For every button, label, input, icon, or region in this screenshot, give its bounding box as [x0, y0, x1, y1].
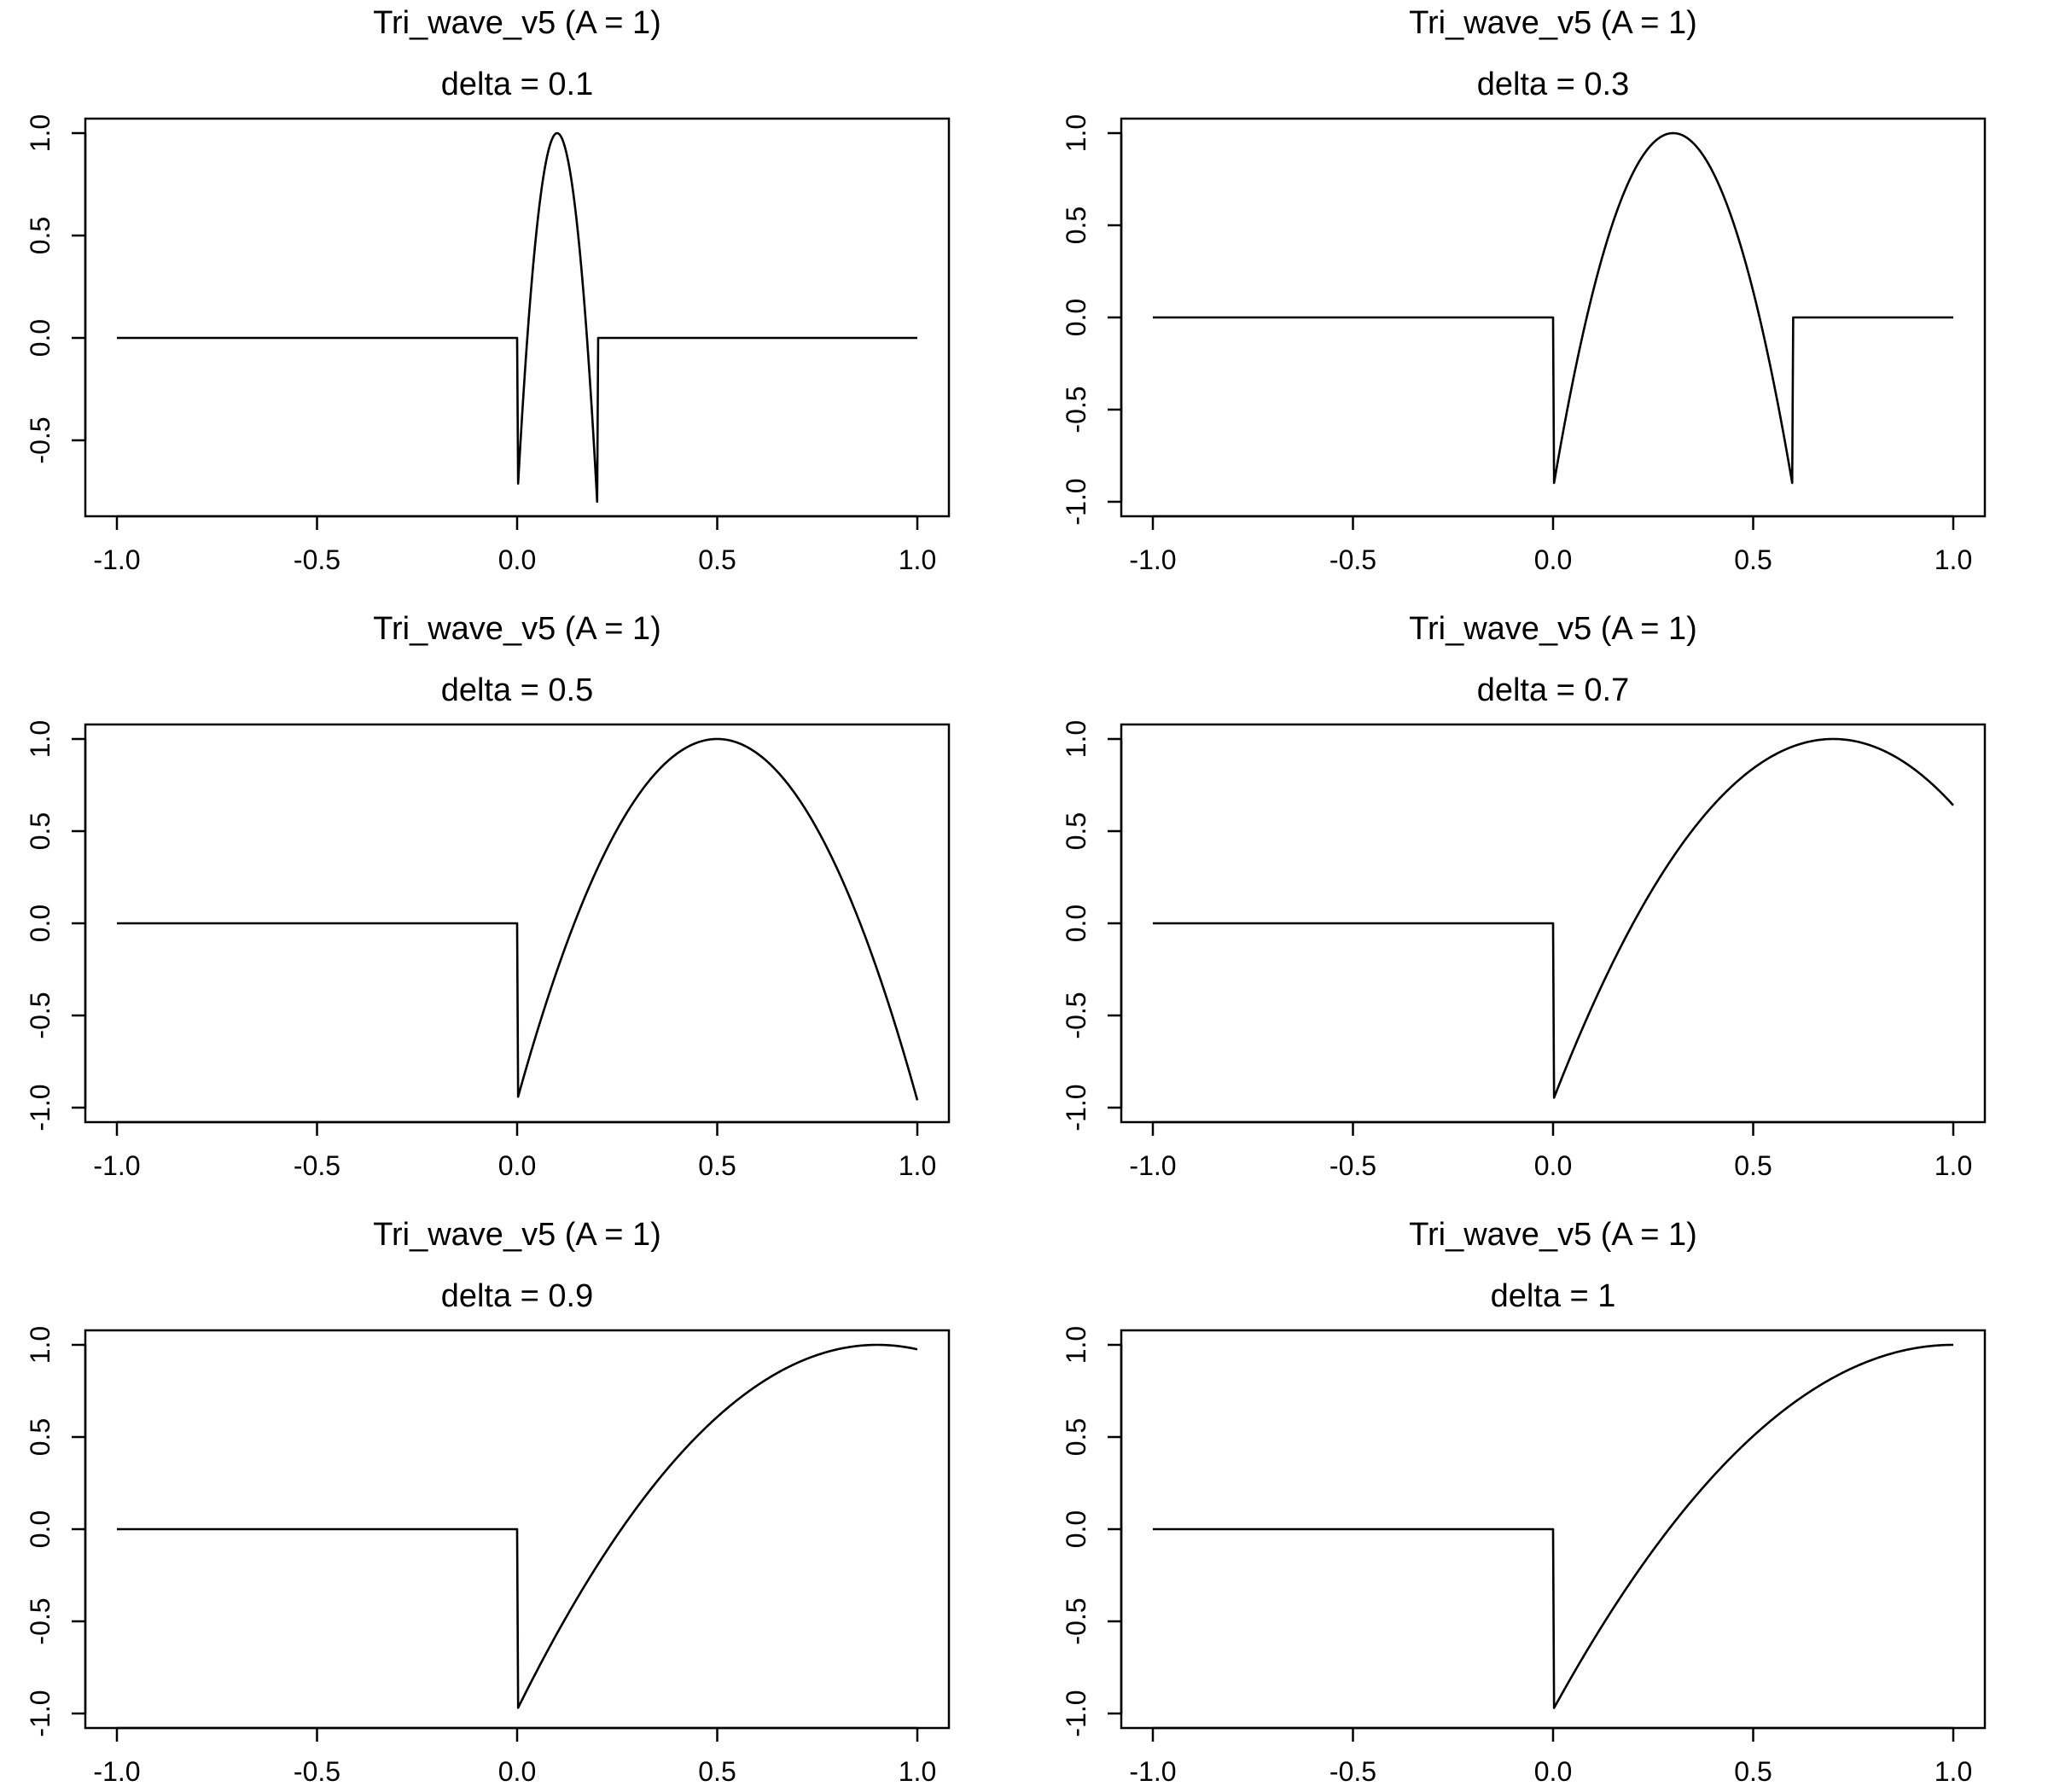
y-tick-label: 0.0: [25, 319, 55, 357]
x-tick-label: -0.5: [294, 1756, 340, 1787]
x-tick-label: 1.0: [1935, 544, 1972, 575]
x-tick-label: 0.0: [498, 1756, 536, 1787]
x-tick-label: -1.0: [93, 1150, 140, 1181]
chart-panel: Tri_wave_v5 (A = 1) delta = 0.1 -1.0 -0.5 0.…: [25, 5, 951, 575]
y-tick-label: -1.0: [1061, 1084, 1091, 1131]
x-tick-label: 0.5: [1734, 1150, 1772, 1181]
chart-panel: Tri_wave_v5 (A = 1) delta = 1 -1.0 -0.5 0.0 0…: [1061, 1217, 1987, 1787]
x-tick-label: 0.5: [1734, 544, 1772, 575]
y-tick-label: 0.5: [1061, 812, 1091, 850]
y-tick-label: 0.5: [25, 217, 55, 254]
y-tick-label: -0.5: [1061, 1597, 1091, 1644]
y-tick-label: -1.0: [1061, 1690, 1091, 1737]
x-tick-label: -1.0: [93, 544, 140, 575]
chart-subtitle: delta = 0.3: [1477, 67, 1630, 102]
y-tick-label: 1.0: [1061, 114, 1091, 152]
y-tick-label: 1.0: [25, 114, 55, 152]
x-tick-label: 0.0: [498, 1150, 536, 1181]
chart-panel: Tri_wave_v5 (A = 1) delta = 0.5 -1.0 -0.5 0.…: [25, 611, 951, 1181]
x-tick-label: -0.5: [1329, 1150, 1376, 1181]
chart-subtitle: delta = 0.9: [441, 1278, 594, 1314]
x-tick-label: 0.0: [498, 544, 536, 575]
series-line: [1152, 131, 1954, 485]
chart-title: Tri_wave_v5 (A = 1): [1409, 1217, 1697, 1253]
x-tick-label: 0.0: [1534, 1756, 1572, 1787]
chart-title: Tri_wave_v5 (A = 1): [373, 1217, 661, 1253]
series-line: [1152, 1343, 1954, 1709]
chart-title: Tri_wave_v5 (A = 1): [373, 5, 661, 41]
y-tick-label: -0.5: [1061, 992, 1091, 1039]
chart-panel: Tri_wave_v5 (A = 1) delta = 0.3 -1.0 -0.5 0.…: [1061, 5, 1987, 575]
x-tick-label: -1.0: [93, 1756, 140, 1787]
y-tick-label: -1.0: [25, 1084, 55, 1131]
y-tick-label: 1.0: [25, 720, 55, 758]
series-line: [1152, 737, 1954, 1099]
y-tick-label: 0.5: [25, 1418, 55, 1456]
y-tick-label: -0.5: [25, 1597, 55, 1644]
x-tick-label: -0.5: [1329, 544, 1376, 575]
x-tick-label: 0.5: [698, 544, 736, 575]
x-tick-label: 0.0: [1534, 544, 1572, 575]
x-tick-label: 1.0: [1935, 1756, 1972, 1787]
y-tick-label: 0.0: [1061, 1510, 1091, 1548]
chart-title: Tri_wave_v5 (A = 1): [373, 611, 661, 647]
x-tick-label: 0.0: [1534, 1150, 1572, 1181]
chart-subtitle: delta = 0.7: [1477, 672, 1630, 708]
x-tick-label: 1.0: [899, 544, 936, 575]
y-tick-label: -1.0: [25, 1690, 55, 1737]
series-line: [116, 737, 919, 1101]
chart-subtitle: delta = 1: [1491, 1278, 1616, 1314]
y-tick-label: 1.0: [1061, 1326, 1091, 1364]
chart-title: Tri_wave_v5 (A = 1): [1409, 611, 1697, 647]
x-tick-label: 1.0: [899, 1150, 936, 1181]
series-line: [116, 131, 918, 503]
y-tick-label: 1.0: [1061, 720, 1091, 758]
y-tick-label: 0.5: [25, 812, 55, 850]
chart-subtitle: delta = 0.1: [441, 67, 594, 102]
y-tick-label: 0.5: [1061, 207, 1091, 244]
x-tick-label: -1.0: [1129, 1150, 1176, 1181]
x-tick-label: 1.0: [1935, 1150, 1972, 1181]
x-tick-label: 0.5: [698, 1150, 736, 1181]
x-tick-label: 0.5: [1734, 1756, 1772, 1787]
chart-panel: Tri_wave_v5 (A = 1) delta = 0.9 -1.0 -0.5 0.…: [25, 1217, 951, 1787]
y-tick-label: 0.0: [1061, 905, 1091, 942]
chart-title: Tri_wave_v5 (A = 1): [1409, 5, 1697, 41]
y-tick-label: 0.5: [1061, 1418, 1091, 1456]
y-tick-label: -0.5: [25, 992, 55, 1039]
series-line: [116, 1343, 918, 1709]
x-tick-label: 1.0: [899, 1756, 936, 1787]
y-tick-label: 0.0: [1061, 299, 1091, 336]
y-tick-label: 0.0: [25, 905, 55, 942]
y-tick-label: -0.5: [25, 416, 55, 463]
x-tick-label: -1.0: [1129, 1756, 1176, 1787]
y-tick-label: 0.0: [25, 1510, 55, 1548]
chart-subtitle: delta = 0.5: [441, 672, 594, 708]
chart-panel: Tri_wave_v5 (A = 1) delta = 0.7 -1.0 -0.5 0.…: [1061, 611, 1987, 1181]
y-tick-label: -0.5: [1061, 386, 1091, 433]
y-tick-label: -1.0: [1061, 478, 1091, 525]
x-tick-label: -1.0: [1129, 544, 1176, 575]
x-tick-label: -0.5: [294, 544, 340, 575]
x-tick-label: -0.5: [1329, 1756, 1376, 1787]
x-tick-label: -0.5: [294, 1150, 340, 1181]
x-tick-label: 0.5: [698, 1756, 736, 1787]
y-tick-label: 1.0: [25, 1326, 55, 1364]
